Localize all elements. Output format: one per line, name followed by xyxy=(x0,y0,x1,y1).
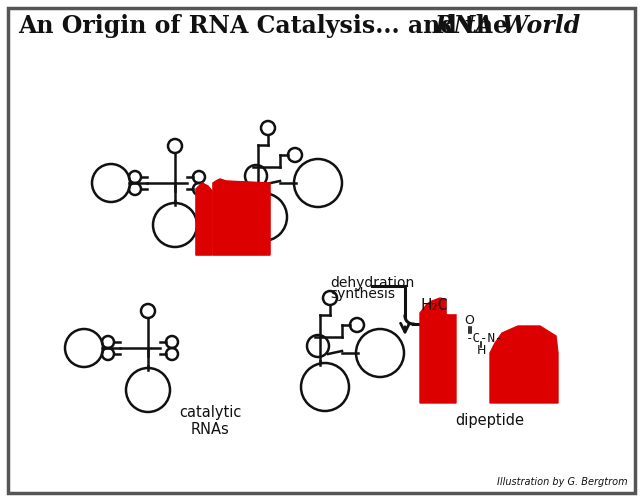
Text: Illustration by G. Bergtrom: Illustration by G. Bergtrom xyxy=(498,477,628,487)
Text: synthesis: synthesis xyxy=(330,287,395,301)
Text: An Origin of RNA Catalysis... and the: An Origin of RNA Catalysis... and the xyxy=(18,14,516,38)
Polygon shape xyxy=(447,291,456,313)
Text: -C-N-: -C-N- xyxy=(466,333,503,346)
Polygon shape xyxy=(196,183,212,255)
Polygon shape xyxy=(213,179,270,255)
Text: catalytic
RNAs: catalytic RNAs xyxy=(179,405,241,437)
Polygon shape xyxy=(420,298,456,403)
Text: dehydration: dehydration xyxy=(330,276,414,290)
Text: dipeptide: dipeptide xyxy=(455,413,525,428)
Text: H: H xyxy=(476,345,485,358)
Polygon shape xyxy=(490,326,558,403)
Text: H₂O: H₂O xyxy=(420,298,449,313)
Text: O: O xyxy=(464,315,474,328)
Text: RNA World: RNA World xyxy=(435,14,581,38)
